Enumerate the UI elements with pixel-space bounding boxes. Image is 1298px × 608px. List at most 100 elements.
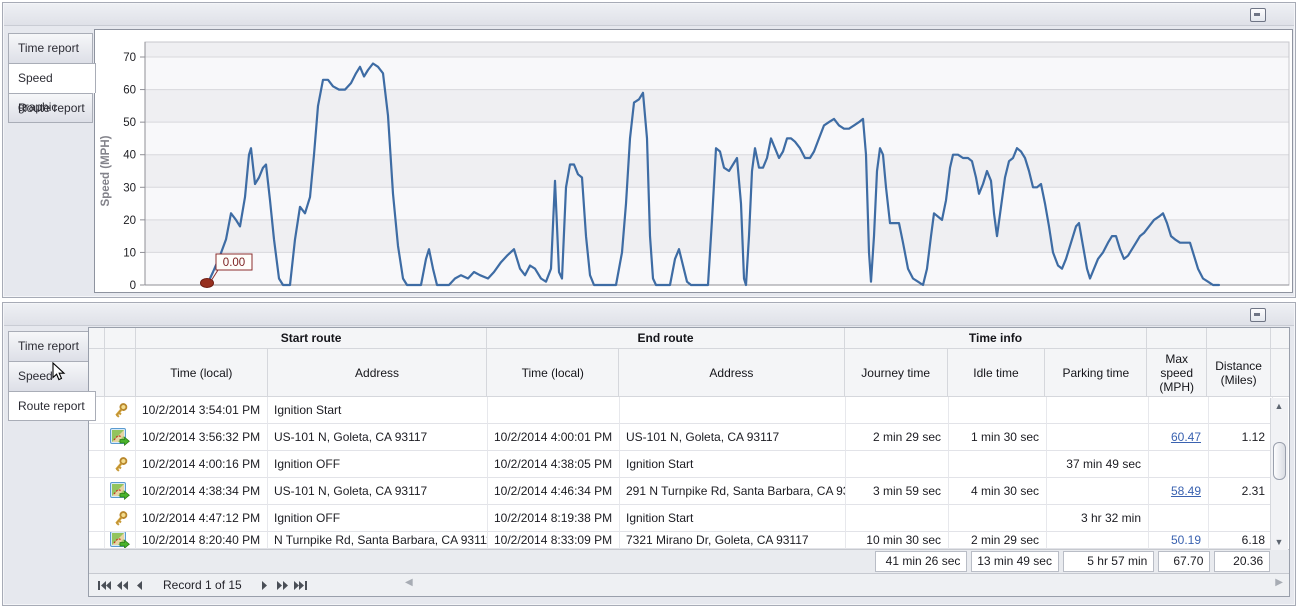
tab-route-report[interactable]: Route report: [8, 391, 96, 421]
bottom-panel-header: [4, 304, 1294, 326]
cell-parking-time: 3 hr 32 min: [1047, 505, 1149, 532]
speed-line-series: [205, 62, 1221, 287]
cell-parking-time: 37 min 49 sec: [1047, 451, 1149, 478]
route-map-icon: [110, 482, 130, 500]
ignition-key-icon: [114, 402, 127, 418]
table-row[interactable]: 10/2/2014 8:20:40 PM N Turnpike Rd, Santa…: [89, 532, 1289, 549]
nav-prev-button[interactable]: [131, 577, 149, 593]
ignition-event-cell: [105, 397, 136, 424]
cell-distance: [1209, 451, 1273, 478]
cell-parking-time: [1047, 397, 1149, 424]
max-speed-link[interactable]: 58.49: [1170, 484, 1201, 498]
column-journey-time[interactable]: Journey time: [844, 349, 948, 397]
hscroll-left-icon[interactable]: ◀: [405, 577, 413, 588]
route-event-cell: [105, 478, 136, 505]
nav-next-button[interactable]: [256, 577, 274, 593]
chart-annotation-label: 0.00: [223, 257, 245, 269]
speed-chart-plot[interactable]: 0 10 20 30 40 50 60 70 Speed (MPH) 0.00: [95, 30, 1292, 292]
summary-blank: [89, 550, 873, 573]
cell-start-address: US-101 N, Goleta, CA 93117: [268, 424, 488, 451]
top-panel-header: [4, 4, 1294, 26]
ignition-key-icon: [114, 456, 127, 472]
group-blank: [1147, 328, 1208, 349]
cell-start-address: US-101 N, Goleta, CA 93117: [268, 478, 488, 505]
tab-speed-graphic[interactable]: Speed graphic: [8, 63, 96, 114]
collapse-icon: [1254, 313, 1260, 316]
column-max-speed[interactable]: Max speed (MPH): [1147, 349, 1208, 397]
column-end-address[interactable]: Address: [619, 349, 845, 397]
y-tick-label: 10: [123, 247, 136, 259]
cell-parking-time: [1047, 478, 1149, 505]
cell-max-speed: [1149, 505, 1209, 532]
cell-parking-time: [1047, 424, 1149, 451]
cell-indicator: [89, 532, 105, 549]
grid-rows: 10/2/2014 3:54:01 PM Ignition Start 10/2/2…: [89, 397, 1289, 549]
tab-time-report[interactable]: Time report: [8, 331, 93, 361]
column-distance[interactable]: Distance (Miles): [1207, 349, 1272, 397]
bottom-panel-collapse-button[interactable]: [1250, 308, 1266, 322]
nav-first-button[interactable]: [95, 577, 113, 593]
cell-start-time: 10/2/2014 3:54:01 PM: [136, 397, 268, 424]
cell-distance: [1209, 397, 1273, 424]
scroll-down-icon[interactable]: ▼: [1274, 537, 1284, 547]
route-report-panel: Time report Speed graphic Route report S…: [2, 302, 1296, 606]
group-time-info[interactable]: Time info: [844, 328, 1148, 349]
cell-idle-time: [949, 505, 1047, 532]
group-blank: [1271, 328, 1289, 349]
column-start-time[interactable]: Time (local): [135, 349, 268, 397]
max-speed-link[interactable]: 60.47: [1170, 430, 1201, 444]
cell-start-address: N Turnpike Rd, Santa Barbara, CA 93111: [268, 532, 488, 549]
column-idle-time[interactable]: Idle time: [947, 349, 1046, 397]
tab-time-report[interactable]: Time report: [8, 33, 93, 63]
column-end-time[interactable]: Time (local): [487, 349, 620, 397]
cell-parking-time: [1047, 532, 1149, 549]
summary-blank: [1272, 550, 1289, 573]
cell-start-time: 10/2/2014 8:20:40 PM: [136, 532, 268, 549]
nav-last-button[interactable]: [292, 577, 310, 593]
y-tick-label: 0: [130, 280, 136, 292]
cell-idle-time: [949, 397, 1047, 424]
scrollbar-thumb[interactable]: [1273, 442, 1286, 480]
table-row[interactable]: 10/2/2014 4:38:34 PM US-101 N, Goleta, CA…: [89, 478, 1289, 505]
tab-speed-graphic[interactable]: Speed graphic: [8, 361, 93, 412]
cell-end-time: 10/2/2014 4:38:05 PM: [488, 451, 620, 478]
top-tabstrip: Time report Speed graphic Route report: [8, 33, 96, 123]
summary-value: 13 min 49 sec: [971, 551, 1059, 572]
start-point-marker[interactable]: [200, 278, 214, 288]
vertical-scrollbar[interactable]: ▲ ▼: [1270, 398, 1288, 550]
table-row[interactable]: 10/2/2014 3:56:32 PM US-101 N, Goleta, CA…: [89, 424, 1289, 451]
cell-indicator: [89, 451, 105, 478]
column-start-address[interactable]: Address: [267, 349, 488, 397]
cell-distance: [1209, 505, 1273, 532]
collapse-icon: [1254, 13, 1260, 16]
nav-next-page-button[interactable]: [274, 577, 292, 593]
speed-chart[interactable]: 0 10 20 30 40 50 60 70 Speed (MPH) 0.00: [94, 29, 1293, 293]
cell-start-address: Ignition OFF: [268, 505, 488, 532]
hscroll-right-icon[interactable]: ▶: [1275, 577, 1283, 588]
ignition-event-cell: [105, 451, 136, 478]
bottom-tabstrip: Time report Speed graphic Route report: [8, 331, 96, 421]
group-end-route[interactable]: End route: [487, 328, 845, 349]
cell-journey-time: [846, 397, 949, 424]
cell-start-time: 10/2/2014 4:38:34 PM: [136, 478, 268, 505]
column-parking-time[interactable]: Parking time: [1045, 349, 1148, 397]
table-row[interactable]: 10/2/2014 3:54:01 PM Ignition Start: [89, 397, 1289, 424]
y-tick-label: 40: [123, 150, 136, 162]
table-row[interactable]: 10/2/2014 4:00:16 PM Ignition OFF 10/2/201…: [89, 451, 1289, 478]
route-event-cell: [105, 424, 136, 451]
cell-max-speed: 58.49: [1149, 478, 1209, 505]
cell-start-address: Ignition Start: [268, 397, 488, 424]
summary-value: 20.36: [1214, 551, 1271, 572]
tab-route-report[interactable]: Route report: [8, 93, 93, 123]
table-row[interactable]: 10/2/2014 4:47:12 PM Ignition OFF 10/2/201…: [89, 505, 1289, 532]
y-tick-label: 50: [123, 117, 136, 129]
cell-end-address: 7321 Mirano Dr, Goleta, CA 93117: [620, 532, 846, 549]
nav-prev-page-button[interactable]: [113, 577, 131, 593]
cell-indicator: [89, 397, 105, 424]
summary-value: 5 hr 57 min: [1062, 551, 1155, 572]
top-panel-collapse-button[interactable]: [1250, 8, 1266, 22]
max-speed-link[interactable]: 50.19: [1170, 533, 1201, 547]
group-start-route[interactable]: Start route: [135, 328, 488, 349]
scroll-up-icon[interactable]: ▲: [1274, 401, 1284, 411]
